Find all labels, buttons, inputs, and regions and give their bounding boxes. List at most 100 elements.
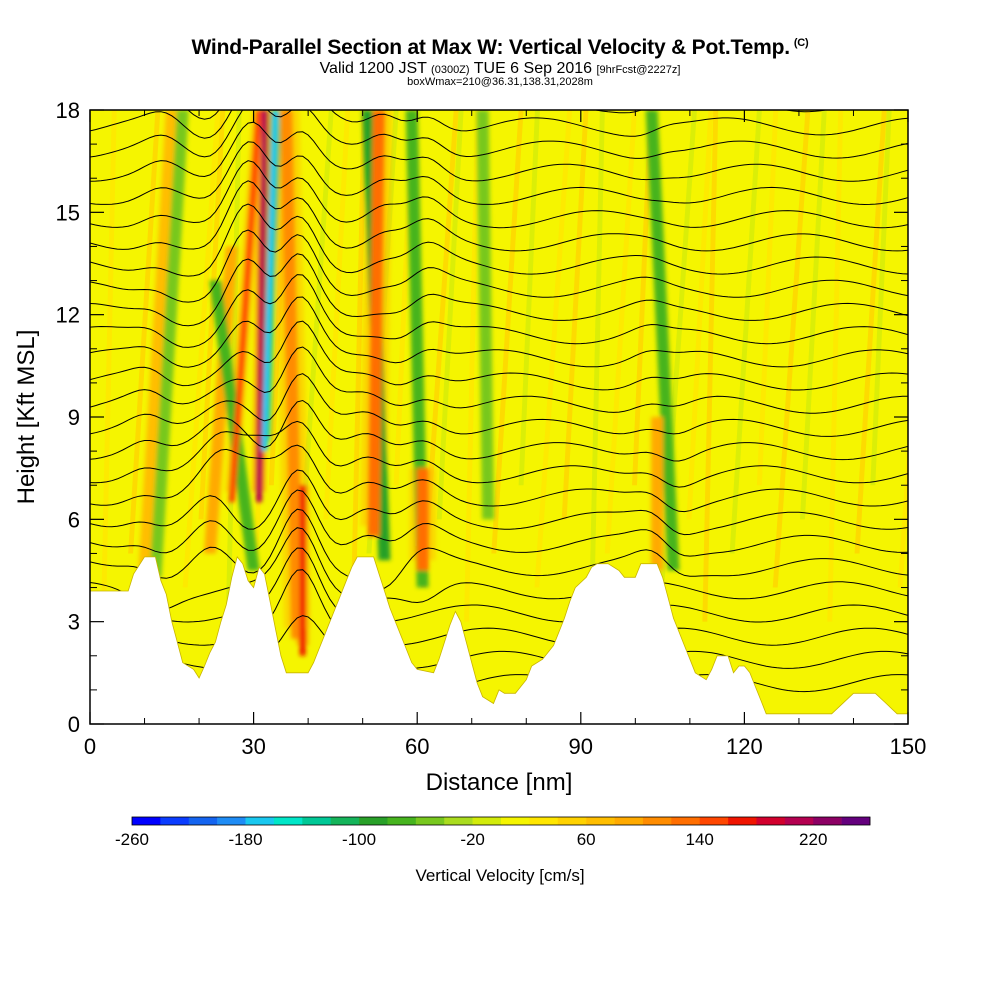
y-tick-label: 0 [68,712,80,737]
colorbar-swatch [586,817,615,825]
y-tick-label: 9 [68,405,80,430]
colorbar-swatch [444,817,473,825]
velocity-streak [534,110,573,588]
isentrope-line [90,253,908,327]
velocity-band [149,110,189,578]
isentrope-line [90,399,908,462]
colorbar-swatch [273,817,303,825]
colorbar-swatch [245,817,275,825]
isentrope-line [187,110,829,120]
y-tick-label: 3 [68,610,80,635]
x-tick-label: 150 [890,734,927,759]
velocity-streak [100,110,117,622]
colorbar-swatch [217,817,246,825]
colorbar-swatch [302,817,331,825]
valid-date: TUE 6 Sep 2016 [473,60,593,77]
colorbar-swatch [642,817,672,825]
colorbar-swatch [472,817,502,825]
velocity-streak [854,110,887,554]
terrain-mask [90,556,908,724]
valid-zulu: (0300Z) [431,64,470,76]
isentrope-line [90,346,908,414]
velocity-streak [897,436,908,588]
velocity-bands [138,110,680,656]
velocity-band [416,468,429,571]
isentrope-line [90,489,908,557]
velocity-streak [491,110,524,554]
isentrope-line [90,296,908,368]
colorbar-swatch [387,817,417,825]
velocity-streak [756,110,779,486]
colorbar-frame [131,816,871,826]
velocity-band [138,110,178,571]
velocity-streak [632,110,654,486]
isentrope-line [90,444,908,513]
isentrope-line [90,469,908,536]
colorbar-swatch [557,817,587,825]
chart-title-text: Wind-Parallel Section at Max W: Vertical… [191,36,791,59]
velocity-streak [800,110,827,520]
terrain-outline [90,556,908,715]
chart-title-tag: (C) [793,37,809,49]
velocity-streak [518,110,540,486]
velocity-band [280,110,304,639]
velocity-band [228,110,263,503]
valid-prefix: Valid 1200 JST [319,60,427,77]
colorbar-swatch [415,817,445,825]
colorbar-swatch [188,817,218,825]
isentrope-line [90,508,908,590]
forecast-info: [9hrFcst@2227z] [596,64,681,76]
colorbar-tick-label: 60 [577,830,596,849]
velocity-streak [870,110,892,486]
velocity-band [651,417,664,571]
velocity-band [367,110,386,537]
velocity-band [645,110,680,571]
x-tick-label: 120 [726,734,763,759]
isentrope-line [90,320,908,391]
x-axis: 0 30 60 90 120 150 [84,110,926,759]
velocity-band [256,110,268,503]
velocity-streak [604,110,637,554]
x-tick-label: 0 [84,734,96,759]
isentrope-line [90,110,908,139]
plot-area [90,110,908,724]
velocity-band [299,485,306,656]
colorbar-swatch [359,817,388,825]
colorbar-tick-label: -20 [460,830,485,849]
colorbar-swatch [330,817,360,825]
colorbar-swatch [614,817,644,825]
y-axis: 0 3 6 9 12 15 18 [56,98,908,737]
y-tick-label: 18 [56,98,80,123]
colorbar-swatch [813,817,842,825]
velocity-streak [464,110,480,622]
colorbar-swatch [756,817,786,825]
velocity-streak [350,110,367,622]
colorbar-title: Vertical Velocity [cm/s] [415,866,584,885]
velocity-streak [588,110,605,622]
isentrope-line [90,373,908,437]
isentrope-line [90,420,908,488]
velocity-band [261,110,279,452]
isentrope-line [90,121,908,182]
colorbar-swatch [784,817,814,825]
velocity-band [203,246,238,554]
colorbar-swatch [841,817,871,825]
velocity-streak [702,110,719,622]
velocity-streak [182,110,221,588]
colorbar-swatch [728,817,757,825]
isentrope-line [90,229,908,303]
y-axis-title: Height [Kft MSL] [13,330,40,505]
x-tick-label: 60 [405,734,429,759]
colorbar-swatch [529,817,559,825]
velocity-streak [436,110,464,520]
x-axis-title: Distance [nm] [426,769,573,796]
box-info: boxWmax=210@36.31,138.31,2028m [407,76,593,88]
isentrope-line [90,141,908,206]
colorbar-swatch [160,817,190,825]
x-tick-label: 30 [241,734,265,759]
velocity-streak [198,110,226,520]
colorbar-swatch [699,817,729,825]
isentrope-line [90,274,908,348]
isentrope-line [90,110,908,159]
